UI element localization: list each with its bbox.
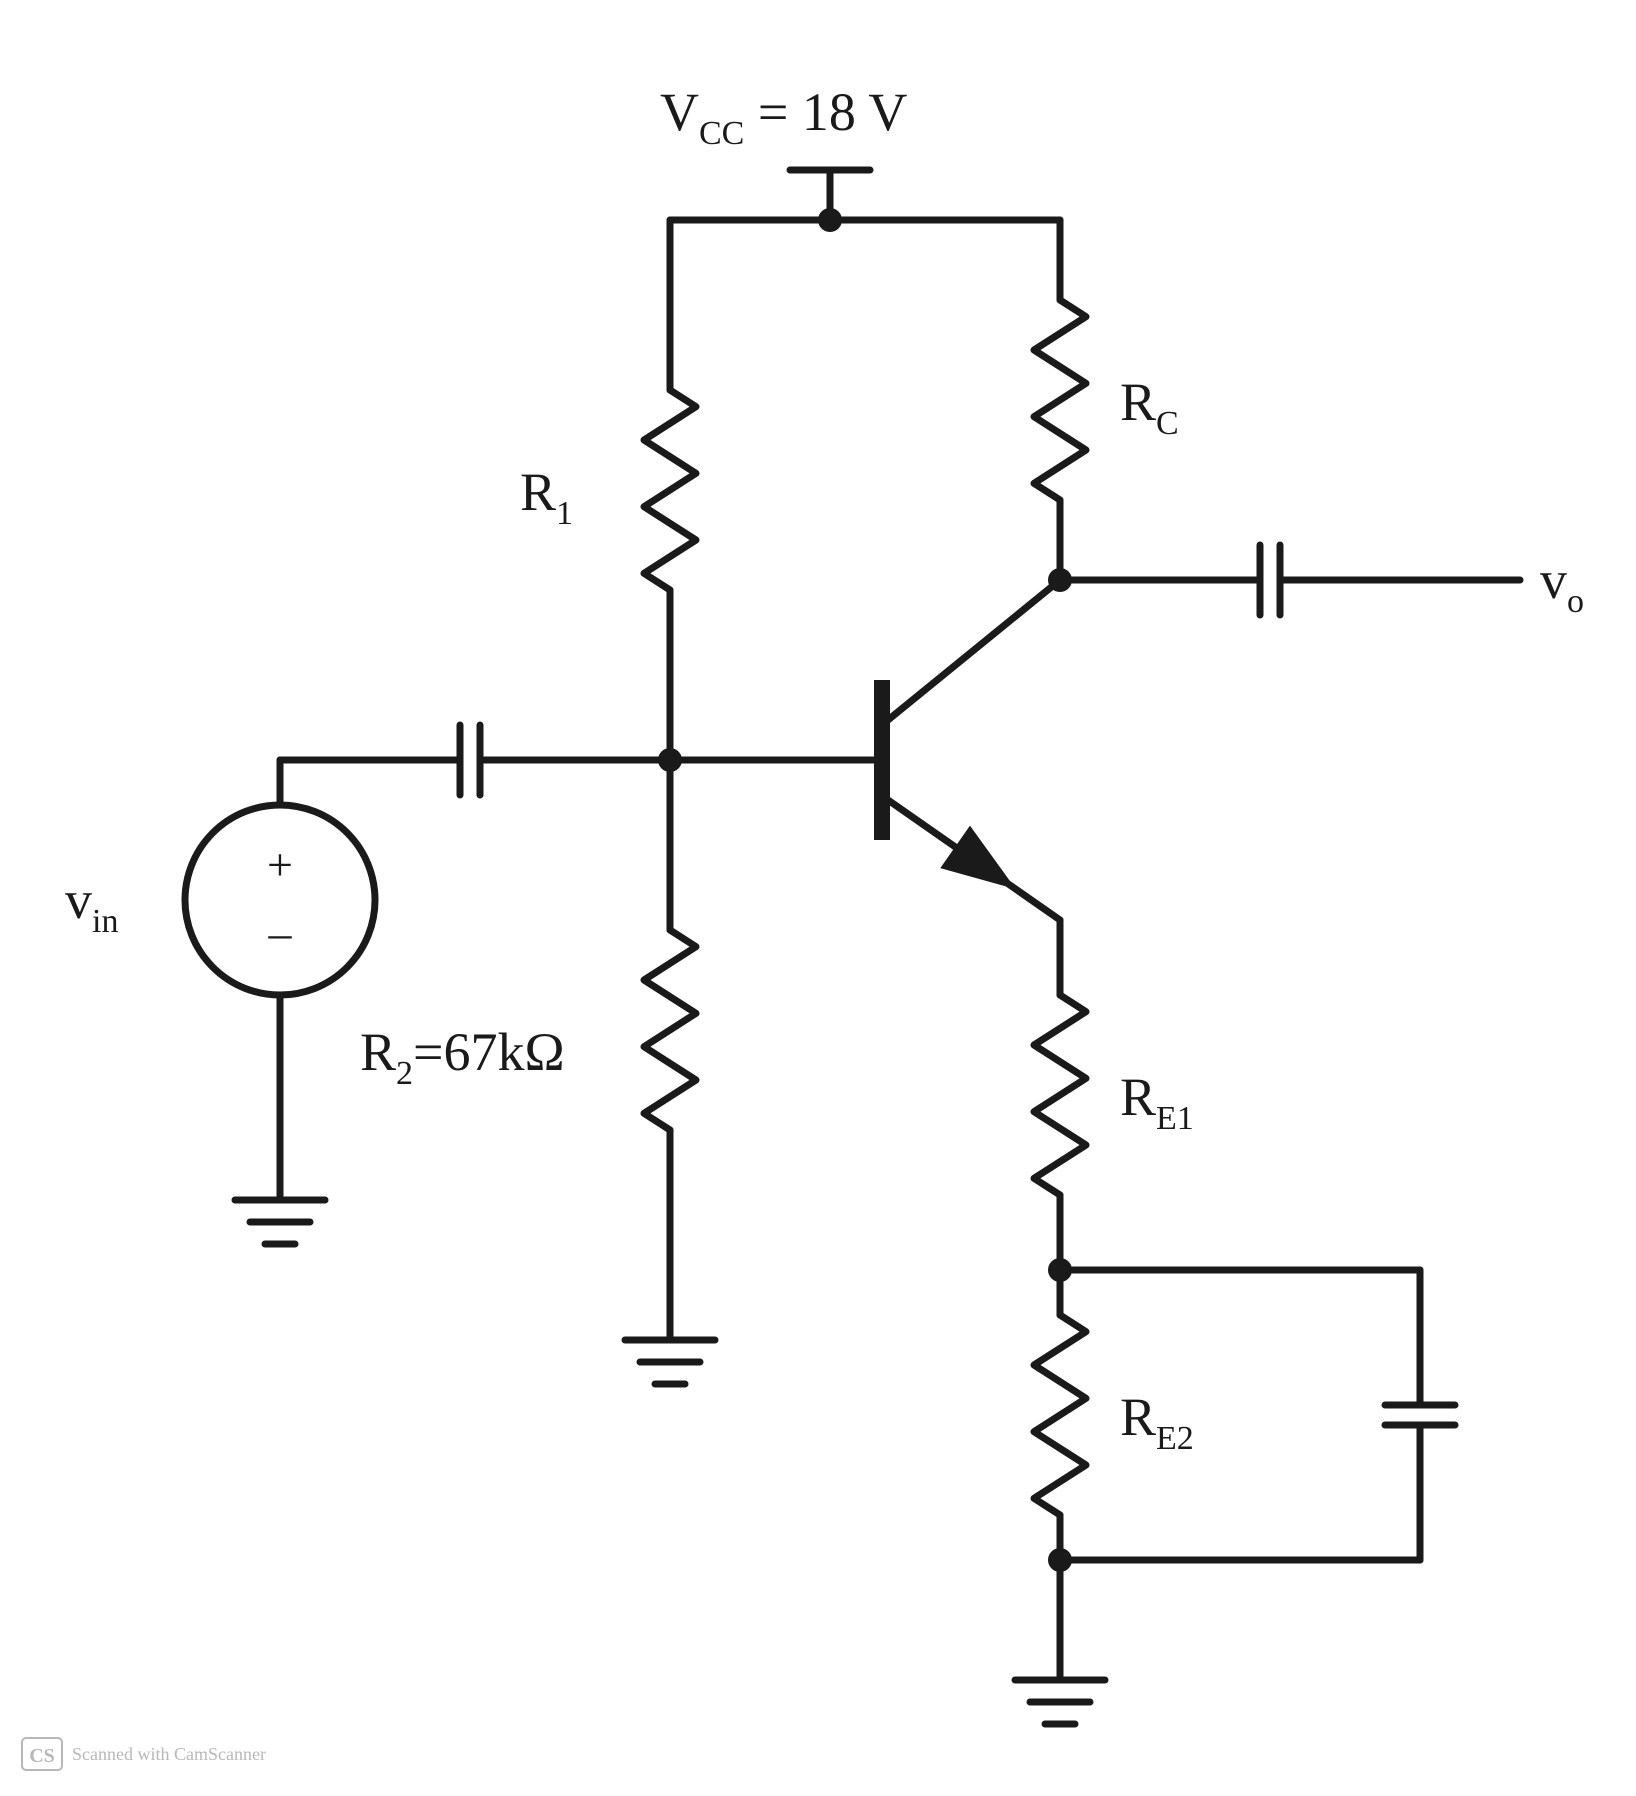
- r2-label: R2=67kΩ: [360, 1022, 565, 1092]
- source-minus: –: [268, 907, 293, 958]
- rc-label: RC: [1120, 372, 1179, 442]
- vcc-label: VCC = 18 V: [660, 82, 907, 152]
- watermark-badge-text: CS: [29, 1745, 55, 1767]
- watermark-text: Scanned with CamScanner: [72, 1744, 266, 1764]
- re1-label: RE1: [1120, 1067, 1194, 1137]
- vo-label: vo: [1540, 550, 1584, 620]
- vin-label: vin: [65, 870, 118, 940]
- source-plus: +: [267, 839, 293, 890]
- r1-label: R1: [520, 462, 573, 532]
- re2-label: RE2: [1120, 1387, 1194, 1457]
